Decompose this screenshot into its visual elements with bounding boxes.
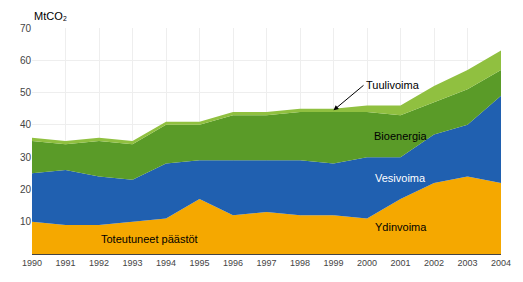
- svg-text:60: 60: [20, 55, 32, 66]
- svg-text:1991: 1991: [55, 258, 75, 268]
- svg-text:Vesivoima: Vesivoima: [375, 172, 426, 184]
- svg-text:1992: 1992: [89, 258, 109, 268]
- svg-text:70: 70: [20, 23, 32, 34]
- svg-text:1995: 1995: [189, 258, 209, 268]
- svg-text:1990: 1990: [22, 258, 42, 268]
- svg-text:Toteutuneet päästöt: Toteutuneet päästöt: [101, 233, 198, 245]
- svg-text:1998: 1998: [290, 258, 310, 268]
- svg-text:Ydinvoima: Ydinvoima: [375, 221, 427, 233]
- svg-text:20: 20: [20, 184, 32, 195]
- svg-text:1996: 1996: [223, 258, 243, 268]
- svg-text:1997: 1997: [256, 258, 276, 268]
- svg-text:2002: 2002: [424, 258, 444, 268]
- svg-text:30: 30: [20, 152, 32, 163]
- svg-text:50: 50: [20, 87, 32, 98]
- svg-text:1994: 1994: [156, 258, 176, 268]
- svg-text:Tuulivoima: Tuulivoima: [366, 79, 420, 91]
- svg-text:10: 10: [20, 216, 32, 227]
- svg-text:1999: 1999: [323, 258, 343, 268]
- svg-text:2003: 2003: [457, 258, 477, 268]
- svg-text:2001: 2001: [390, 258, 410, 268]
- svg-text:40: 40: [20, 119, 32, 130]
- svg-text:MtCO₂: MtCO₂: [34, 10, 67, 22]
- svg-text:2004: 2004: [491, 258, 511, 268]
- svg-text:Bioenergia: Bioenergia: [374, 130, 427, 142]
- svg-text:1993: 1993: [122, 258, 142, 268]
- svg-text:2000: 2000: [357, 258, 377, 268]
